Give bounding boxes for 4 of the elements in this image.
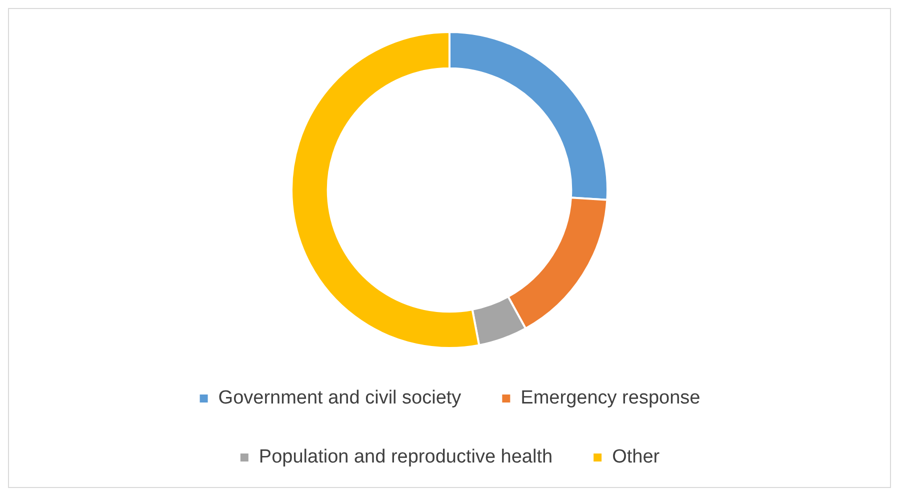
legend-label: Population and reproductive health (258, 446, 553, 468)
legend-label: Other (612, 446, 660, 468)
legend-label: Government and civil society (218, 388, 462, 409)
legend-label: Emergency response (520, 388, 700, 409)
